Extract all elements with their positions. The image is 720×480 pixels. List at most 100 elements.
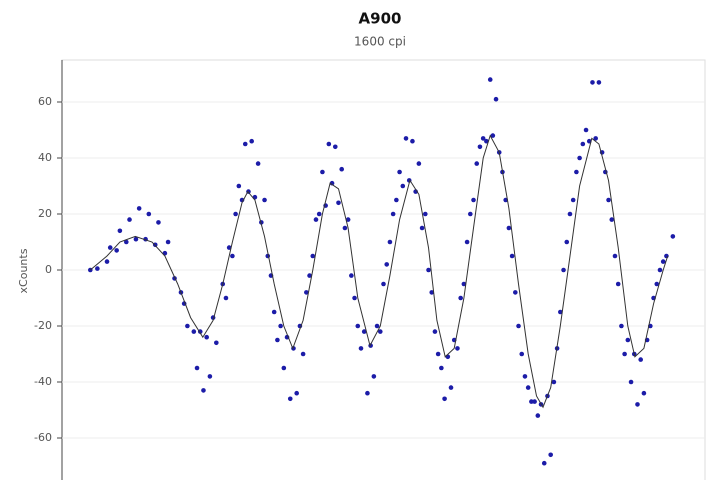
data-point	[525, 385, 531, 390]
data-point	[384, 262, 390, 267]
data-point	[541, 460, 547, 466]
data-point	[484, 138, 489, 144]
data-point	[660, 259, 666, 264]
data-point	[191, 329, 197, 334]
data-point	[619, 323, 624, 329]
data-point	[358, 346, 364, 351]
data-point	[249, 138, 254, 144]
data-point	[635, 402, 640, 407]
data-point	[355, 323, 361, 329]
data-point	[207, 374, 213, 379]
data-point	[535, 413, 541, 418]
data-point	[519, 351, 525, 357]
data-point	[580, 141, 586, 147]
data-point	[628, 379, 634, 385]
data-point	[307, 273, 312, 278]
data-point	[226, 245, 232, 250]
data-point	[381, 281, 386, 287]
data-point	[561, 267, 566, 273]
data-point	[419, 225, 425, 231]
y-tick-label: 20	[38, 207, 52, 220]
data-point	[114, 248, 119, 253]
data-point	[448, 385, 454, 390]
data-point	[458, 295, 463, 301]
data-point	[313, 217, 319, 222]
y-tick-label: 40	[38, 151, 52, 164]
data-point	[574, 169, 579, 175]
y-tick-label: -60	[34, 431, 52, 444]
data-point	[397, 169, 402, 175]
data-point	[204, 334, 209, 340]
data-point	[117, 228, 123, 234]
data-point	[336, 200, 341, 206]
data-point	[570, 197, 576, 203]
data-point	[361, 329, 367, 334]
data-point	[477, 144, 483, 150]
data-point	[654, 281, 660, 287]
data-point	[349, 273, 354, 278]
data-point	[564, 239, 570, 245]
y-tick-label: 60	[38, 95, 52, 108]
data-point	[432, 329, 438, 334]
data-point	[156, 220, 161, 225]
data-point	[271, 309, 277, 315]
data-point	[136, 206, 142, 211]
data-point	[558, 309, 563, 315]
data-point	[445, 354, 451, 360]
data-point	[442, 396, 447, 402]
data-point	[422, 211, 428, 217]
data-point	[339, 166, 345, 172]
data-point	[529, 399, 534, 404]
data-point	[214, 340, 219, 346]
data-point	[236, 183, 242, 189]
data-point	[622, 351, 627, 357]
data-point	[625, 337, 631, 343]
data-point	[165, 239, 171, 245]
data-point	[390, 211, 396, 217]
data-point	[471, 197, 476, 203]
data-point	[606, 197, 611, 203]
data-point	[107, 245, 113, 250]
data-point	[124, 239, 129, 245]
data-point	[593, 136, 598, 141]
data-point	[439, 365, 444, 371]
data-point	[287, 396, 293, 402]
data-point	[278, 323, 283, 329]
data-point	[104, 259, 110, 264]
data-point	[429, 290, 435, 295]
data-point	[133, 236, 139, 242]
data-point	[513, 290, 518, 295]
data-point	[326, 141, 332, 147]
data-point	[590, 80, 595, 85]
data-point	[230, 253, 235, 259]
y-tick-label: -20	[34, 319, 52, 332]
data-point	[281, 365, 287, 371]
data-point	[468, 211, 473, 217]
data-point	[329, 180, 335, 186]
data-point	[275, 337, 280, 343]
data-point	[127, 217, 132, 222]
y-axis-label: xCounts	[17, 248, 30, 293]
data-point	[371, 374, 377, 379]
data-point	[374, 323, 380, 329]
data-point	[185, 323, 190, 329]
data-point	[352, 295, 357, 301]
y-tick-label: 0	[45, 263, 52, 276]
data-point	[506, 225, 512, 231]
data-point	[242, 141, 248, 147]
data-point	[487, 77, 493, 82]
data-point	[615, 281, 621, 287]
data-point	[474, 161, 480, 166]
data-point	[670, 234, 676, 239]
data-point	[577, 155, 582, 161]
data-point	[664, 253, 669, 259]
data-point	[332, 144, 338, 150]
data-point	[480, 136, 486, 141]
data-point	[455, 346, 460, 351]
data-point	[146, 211, 152, 217]
data-point	[394, 197, 399, 203]
data-point	[641, 390, 647, 396]
data-point	[509, 253, 515, 259]
